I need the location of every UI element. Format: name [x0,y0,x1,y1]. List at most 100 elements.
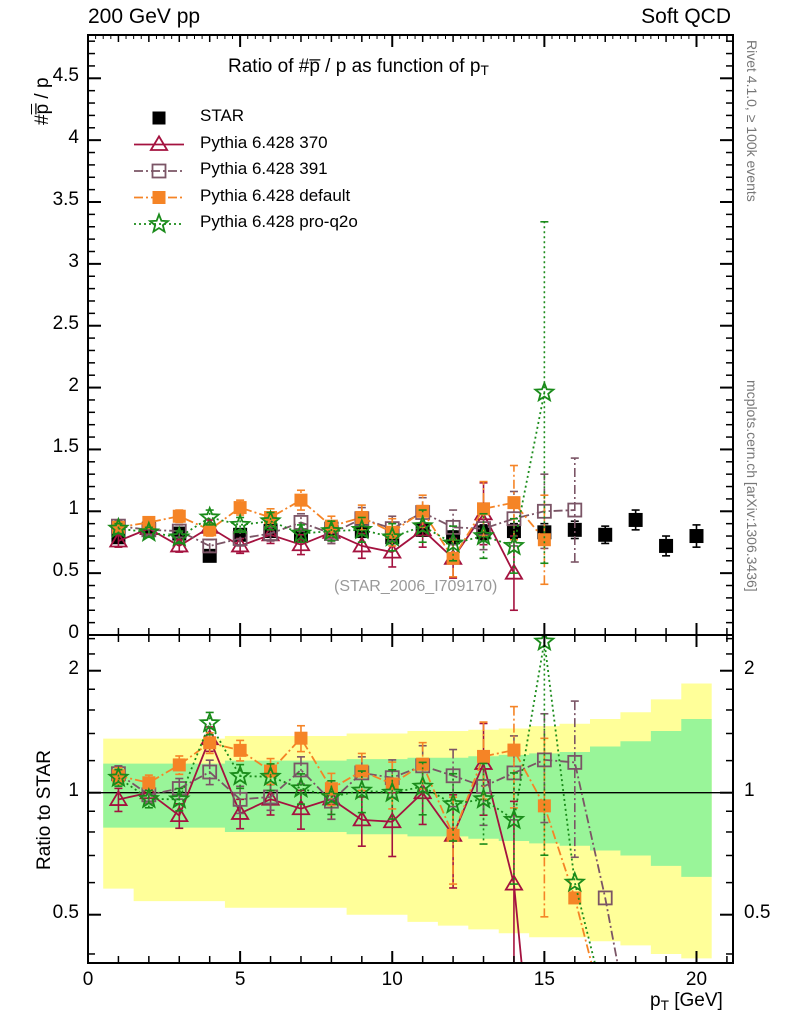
marker-full-square [324,519,338,533]
marker-open-star [320,784,343,807]
marker-open-triangle [230,803,250,820]
ratio-y-axis-label: Ratio to STAR [34,749,55,870]
marker-full-square [598,527,613,542]
marker-open-star [441,792,465,814]
marker-open-square [263,526,278,541]
marker-open-star [259,509,282,531]
legend-group [134,111,184,234]
main-panel-title-subscript: T [480,63,489,78]
ratio-series-line-1 [117,758,619,963]
marker-open-star [472,524,495,546]
marker-full-square [294,493,308,507]
uncertainty-bands-group [88,683,733,959]
marker-full-square [477,749,491,763]
marker-full-square [203,523,217,537]
marker-full-square [689,529,704,544]
marker-open-star [167,525,191,547]
marker-open-square [445,768,461,784]
marker-open-triangle [149,134,169,151]
marker-open-square [567,502,583,518]
marker-open-triangle [352,536,372,553]
main-panel-series-group [107,221,704,612]
marker-full-square [172,509,186,523]
marker-open-star [502,533,526,556]
marker-open-star [380,525,404,547]
marker-full-square [567,522,582,537]
marker-open-star [259,764,282,787]
marker-open-triangle [291,798,311,816]
marker-open-star [411,774,435,797]
series-line-2 [118,509,575,547]
side-label-mcplots: mcplots.cern.ch [arXiv:1306.3436] [744,380,760,592]
marker-full-square [172,758,186,772]
marker-open-star [107,765,130,788]
marker-open-square [506,511,522,527]
y-label-pbar: p̅ [32,103,53,115]
marker-open-square [293,515,309,530]
marker-open-star [350,778,374,801]
marker-open-square [567,754,583,770]
x-label-subscript: T [660,998,669,1013]
marker-open-star [289,521,313,544]
marker-full-square [477,502,491,516]
marker-full-square [152,111,166,125]
marker-open-star [411,514,435,536]
marker-open-triangle [291,534,311,552]
marker-open-square [202,538,218,554]
marker-open-star [228,764,252,786]
marker-open-triangle [108,789,129,806]
marker-open-star [198,505,222,528]
main-panel-title: Ratio of #p̅ / p as function of pT [228,56,489,78]
marker-full-square [233,743,247,757]
marker-open-square [202,764,218,780]
marker-full-square [628,512,643,527]
header-right-label: Soft QCD [641,5,731,28]
x-axis-label: pT [GeV] [650,990,723,1013]
marker-full-square [537,799,551,813]
side-label-rivet: Rivet 4.1.0, ≥ 100k events [744,40,760,202]
marker-open-star [137,787,161,809]
marker-open-star [147,212,171,234]
marker-full-square [659,538,674,553]
marker-open-square [232,791,248,807]
marker-open-square [151,163,167,179]
marker-full-square [446,551,460,565]
marker-open-star [563,870,587,893]
marker-full-square [152,191,166,204]
marker-full-square [203,736,217,750]
marker-open-star [228,512,252,535]
marker-open-triangle [382,811,402,829]
marker-full-square [507,496,521,510]
analysis-id-watermark: (STAR_2006_I709170) [334,578,498,595]
marker-open-triangle [382,542,402,559]
marker-open-star [107,516,130,539]
x-label-p: p [650,990,661,1011]
marker-full-square [294,731,308,745]
ratio-panel-frame [87,634,734,964]
marker-open-triangle [108,531,129,548]
main-y-axis-label: #p̅ / p [32,77,54,125]
marker-open-triangle [504,874,524,891]
marker-full-square [537,533,551,547]
main-panel-title-text: Ratio of #p̅ / p as function of p [228,56,481,77]
marker-full-square [507,743,521,757]
ratio-series-line-3 [117,641,596,963]
x-label-unit: [GeV] [668,990,723,1011]
marker-open-star [533,380,556,403]
y-label-over-p: / p [32,77,53,104]
ratio-panel-series-group [107,635,619,963]
marker-open-star [137,520,161,542]
header-left-label: 200 GeV pp [88,5,201,28]
marker-open-square [536,752,552,768]
marker-open-star [350,517,374,540]
marker-open-star [289,776,313,799]
marker-full-square [233,501,247,515]
marker-full-square [142,776,156,790]
y-label-hash: # [32,114,53,125]
marker-open-star [502,807,526,830]
marker-open-triangle [169,805,189,823]
marker-open-star [441,531,465,554]
marker-open-square [597,890,613,906]
inner-uncertainty-band [103,719,712,877]
